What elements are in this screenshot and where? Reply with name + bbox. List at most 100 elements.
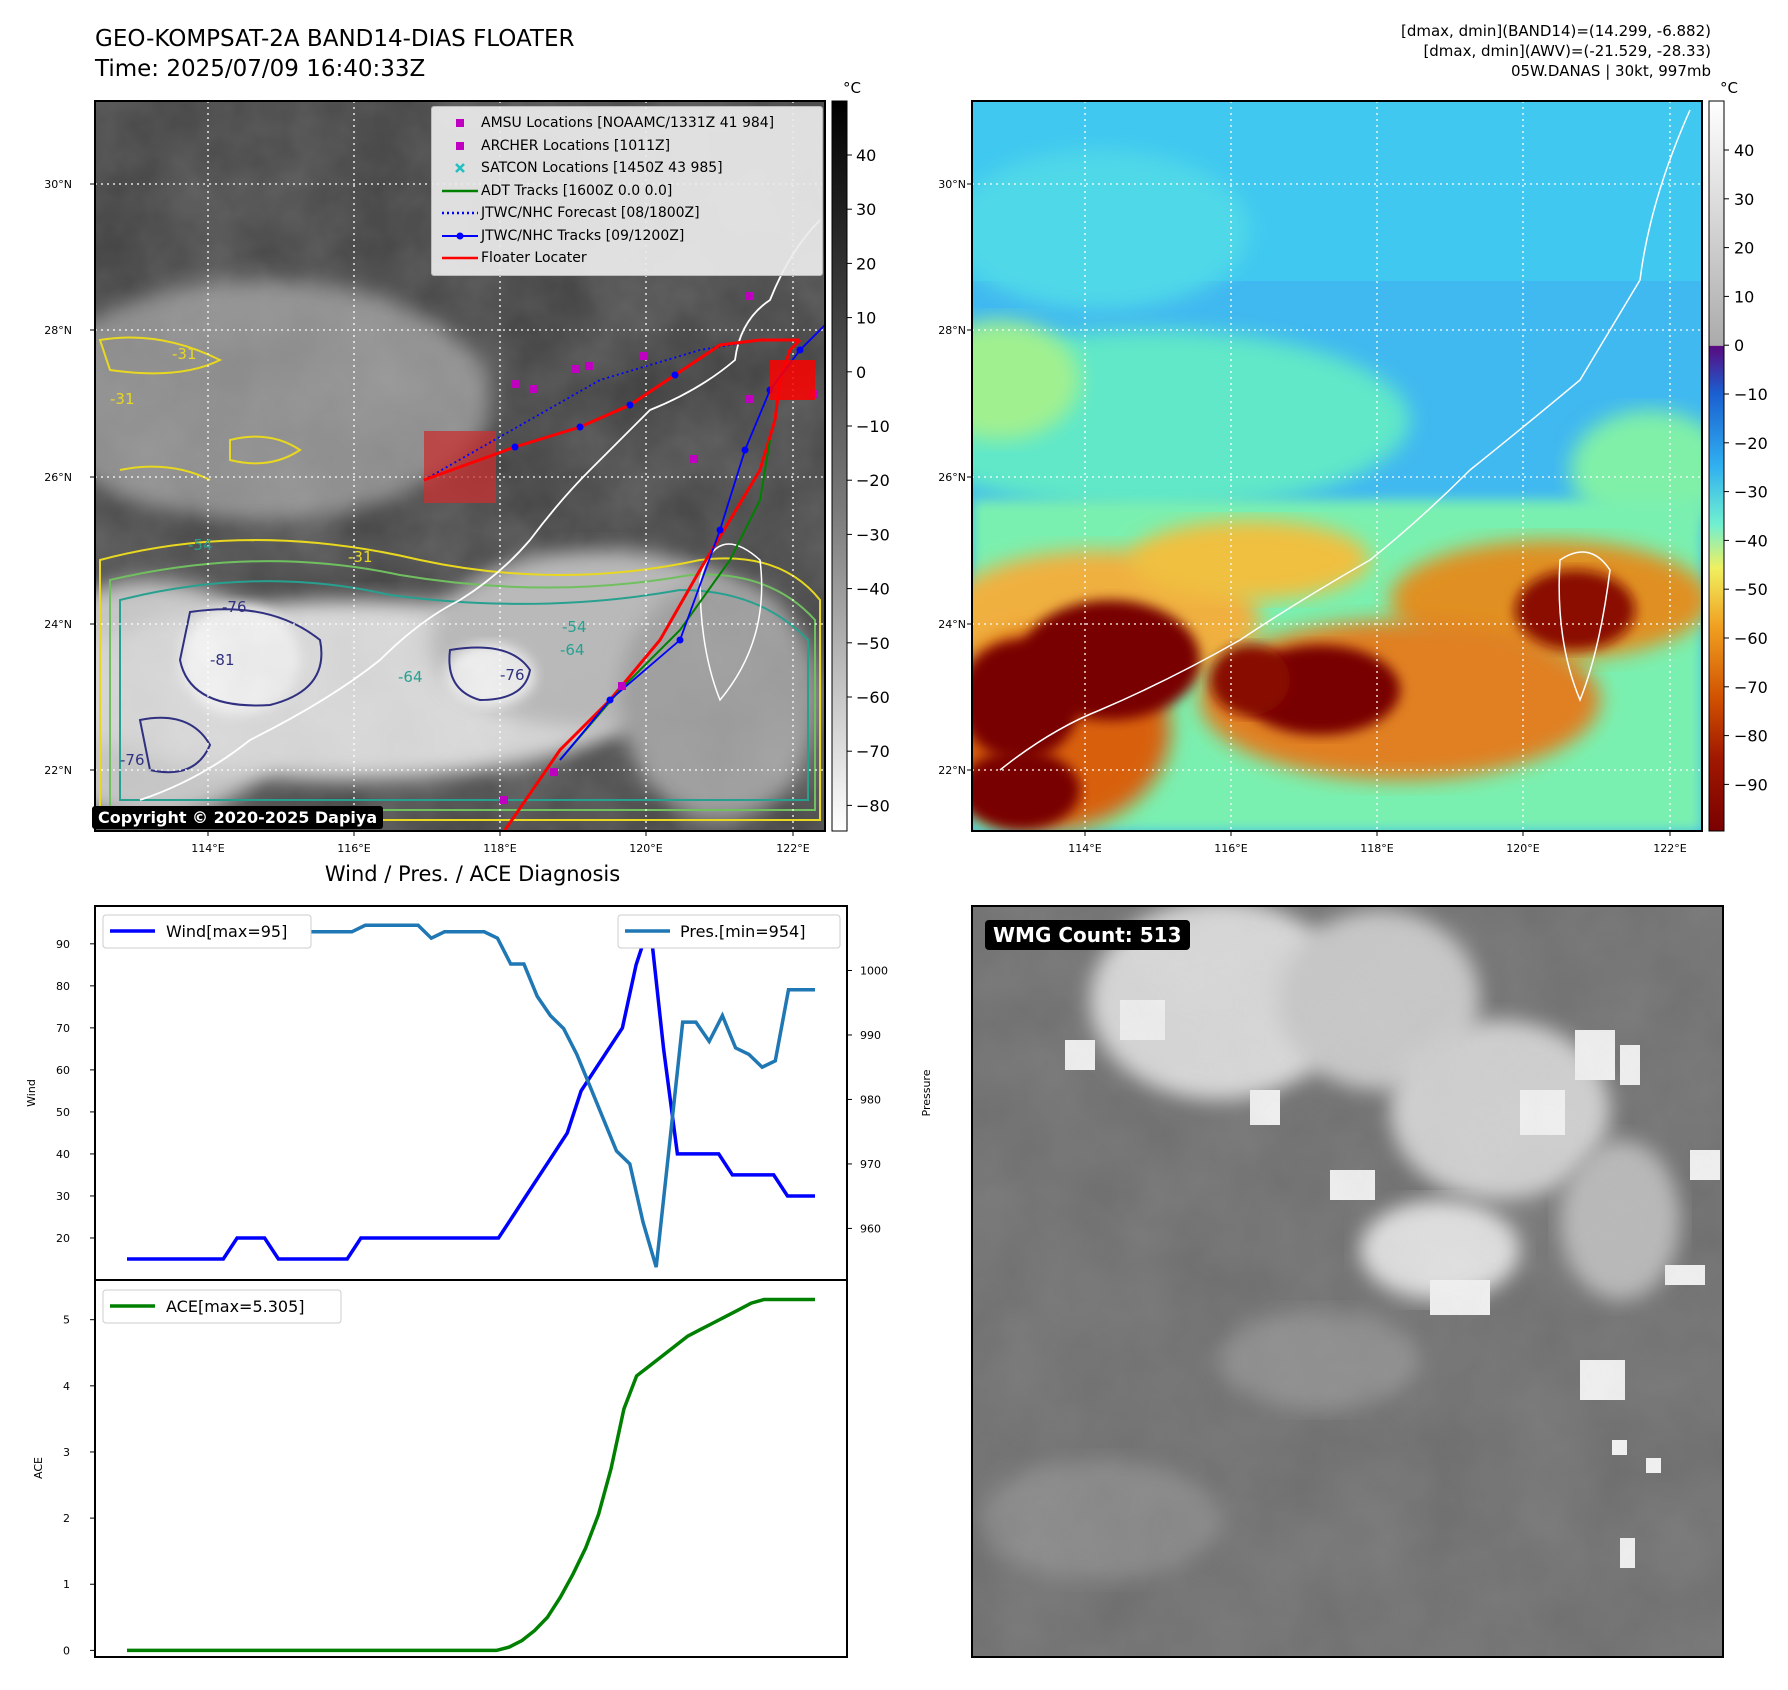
contour-label: -64 <box>560 641 585 659</box>
contour-label: -31 <box>110 390 135 408</box>
left-colorbar-tick: −30 <box>856 525 890 544</box>
left-lat-label: 22°N <box>44 764 72 777</box>
ace-axis-label: ACE <box>32 1457 45 1479</box>
info-storm: 05W.DANAS | 30kt, 997mb <box>1510 62 1711 80</box>
ace-legend: ACE[max=5.305] <box>102 1289 342 1324</box>
chart-time: Time: 2025/07/09 16:40:33Z <box>95 56 426 82</box>
left-colorbar-tick: 40 <box>856 146 876 165</box>
left-colorbar <box>831 100 848 832</box>
right-colorbar-tick: 20 <box>1734 239 1754 258</box>
jtwc-track-points <box>511 346 804 704</box>
wind-legend: Wind[max=95] <box>102 914 312 949</box>
pres-series-line <box>127 923 815 1268</box>
legend-jtwc-forecast: JTWC/NHC Forecast [08/1800Z] <box>481 205 700 222</box>
map-axes-labels: 30°N 28°N 26°N 24°N 22°N 114°E 116°E 118°E 120°E… <box>44 79 1768 855</box>
right-lat-label: 26°N <box>938 471 966 484</box>
pres-tick-label: 990 <box>860 1029 881 1042</box>
right-awv-imagery <box>972 101 1702 831</box>
left-lat-label: 24°N <box>44 618 72 631</box>
contour-label: -81 <box>210 651 235 669</box>
left-colorbar-tick: −40 <box>856 580 890 599</box>
wind-series-line <box>127 922 815 1261</box>
left-map-legend: AMSU Locations [NOAAMC/1331Z 41 984] ARC… <box>431 106 823 276</box>
copyright-badge: Copyright © 2020-2025 Dapiya <box>92 806 384 829</box>
right-colorbar <box>1708 100 1725 832</box>
right-lon-label: 116°E <box>1214 842 1247 855</box>
right-colorbar-tick: 40 <box>1734 141 1754 160</box>
legend-amsu: AMSU Locations [NOAAMC/1331Z 41 984] <box>481 115 775 132</box>
info-awv-range: [dmax, dmin](AWV)=(-21.529, -28.33) <box>1423 42 1711 60</box>
right-map-frame <box>971 100 1703 832</box>
right-colorbar-tick: 30 <box>1734 190 1754 209</box>
left-lon-label: 120°E <box>629 842 662 855</box>
wind-tick-label: 90 <box>56 938 70 951</box>
pres-tick-label: 960 <box>860 1222 881 1235</box>
left-colorbar-tick: −70 <box>856 742 890 761</box>
wmg-frame <box>971 905 1724 1658</box>
right-lon-label: 114°E <box>1068 842 1101 855</box>
pres-axis-label: Pressure <box>920 1069 933 1116</box>
legend-floater: Floater Locater <box>481 250 587 267</box>
ace-frame <box>94 1279 848 1658</box>
ace-tick-label: 3 <box>63 1446 70 1459</box>
chart-title: GEO-KOMPSAT-2A BAND14-DIAS FLOATER <box>95 26 575 52</box>
wind-tick-label: 60 <box>56 1064 70 1077</box>
contour-label: -54 <box>562 618 587 636</box>
contour-label: -31 <box>172 345 197 363</box>
ace-legend-label: ACE[max=5.305] <box>166 1297 305 1316</box>
pres-legend-label: Pres.[min=954] <box>680 922 805 941</box>
wind-tick-label: 80 <box>56 980 70 993</box>
left-lat-label: 30°N <box>44 178 72 191</box>
right-colorbar-tick: −80 <box>1734 727 1768 746</box>
left-colorbar-tick: 0 <box>856 363 866 382</box>
diagnosis-title: Wind / Pres. / ACE Diagnosis <box>324 862 621 886</box>
legend-satcon: SATCON Locations [1450Z 43 985] <box>481 160 723 177</box>
pres-tick-label: 970 <box>860 1158 881 1171</box>
contour-label: -31 <box>348 548 373 566</box>
left-map-frame <box>94 100 826 832</box>
wind-legend-label: Wind[max=95] <box>166 922 287 941</box>
pres-tick-label: 980 <box>860 1093 881 1106</box>
left-colorbar-tick: −80 <box>856 796 890 815</box>
left-colorbar-tick: −60 <box>856 688 890 707</box>
ace-tick-label: 4 <box>63 1380 70 1393</box>
legend-adt: ADT Tracks [1600Z 0.0 0.0] <box>481 182 673 199</box>
right-lat-label: 24°N <box>938 618 966 631</box>
left-lon-label: 114°E <box>191 842 224 855</box>
left-lon-label: 116°E <box>337 842 370 855</box>
left-lat-label: 28°N <box>44 324 72 337</box>
ace-tick-label: 1 <box>63 1578 70 1591</box>
left-colorbar-tick: −20 <box>856 471 890 490</box>
right-lon-label: 122°E <box>1653 842 1686 855</box>
right-colorbar-tick: −90 <box>1734 775 1768 794</box>
legend-jtwc-tracks: JTWC/NHC Tracks [09/1200Z] <box>481 227 685 244</box>
left-colorbar-tick: −10 <box>856 417 890 436</box>
left-lon-label: 118°E <box>483 842 516 855</box>
ace-tick-label: 2 <box>63 1512 70 1525</box>
info-band14-range: [dmax, dmin](BAND14)=(14.299, -6.882) <box>1400 22 1711 40</box>
wind-axis-label: Wind <box>25 1079 38 1107</box>
right-lat-label: 22°N <box>938 764 966 777</box>
right-colorbar-tick: −30 <box>1734 483 1768 502</box>
left-colorbar-tick: 10 <box>856 309 876 328</box>
wind-tick-label: 50 <box>56 1106 70 1119</box>
right-lon-label: 118°E <box>1360 842 1393 855</box>
right-colorbar-tick: −70 <box>1734 678 1768 697</box>
pres-legend: Pres.[min=954] <box>617 914 841 949</box>
ace-tick-label: 5 <box>63 1314 70 1327</box>
left-colorbar-tick: 20 <box>856 254 876 273</box>
right-lat-label: 28°N <box>938 324 966 337</box>
right-lon-label: 120°E <box>1506 842 1539 855</box>
wind-tick-label: 40 <box>56 1148 70 1161</box>
left-colorbar-tick: −50 <box>856 634 890 653</box>
ace-tick-label: 0 <box>63 1644 70 1657</box>
right-colorbar-tick: −50 <box>1734 580 1768 599</box>
contour-label: -76 <box>120 751 145 769</box>
right-colorbar-tick: −20 <box>1734 434 1768 453</box>
right-colorbar-unit: °C <box>1720 79 1738 97</box>
pres-tick-label: 1000 <box>860 964 888 977</box>
contour-label: -76 <box>500 666 525 684</box>
wmg-count-badge: WMG Count: 513 <box>985 920 1190 950</box>
